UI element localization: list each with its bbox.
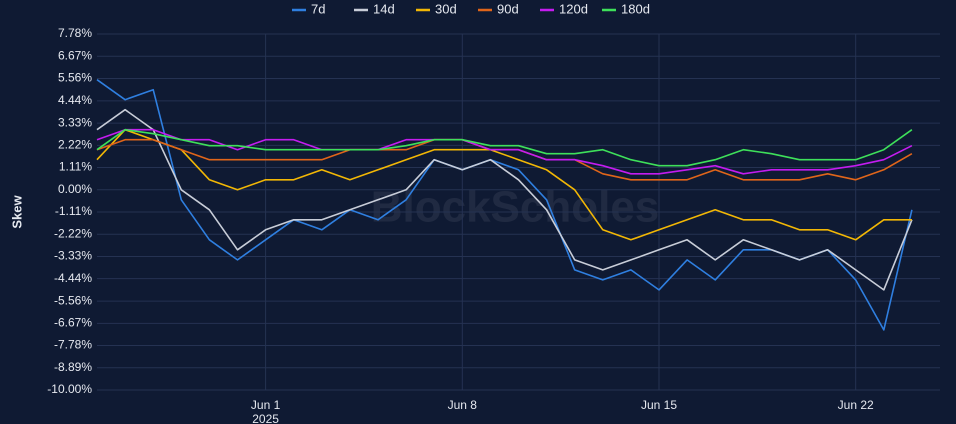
y-tick-label: -10.00% [47, 382, 92, 396]
series-line [96, 128, 912, 241]
y-tick-label: -2.22% [54, 226, 92, 240]
y-tick-label: 7.78% [58, 26, 92, 40]
legend-label: 7d [311, 1, 325, 16]
x-tick-label: Jun 15 [641, 398, 677, 412]
y-tick-label: 6.67% [58, 48, 92, 62]
legend-label: 14d [373, 1, 395, 16]
y-tick-label: 4.44% [58, 93, 92, 107]
legend-label: 90d [497, 1, 519, 16]
x-tick-label: Jun 1 [251, 398, 281, 412]
y-tick-label: -8.89% [54, 360, 92, 374]
y-tick-label: 3.33% [58, 115, 92, 129]
x-tick-label: Jun 22 [838, 398, 874, 412]
legend-label: 120d [559, 1, 588, 16]
y-tick-label: 2.22% [58, 137, 92, 151]
y-tick-label: 1.11% [59, 160, 92, 174]
y-tick-label: -4.44% [54, 271, 92, 285]
y-tick-label: 0.00% [58, 182, 92, 196]
y-tick-label: -7.78% [54, 338, 92, 352]
x-year-label: 2025 [252, 412, 279, 424]
legend-label: 30d [435, 1, 457, 16]
y-tick-label: 5.56% [58, 71, 92, 85]
y-axis-label: Skew [9, 194, 24, 228]
legend-label: 180d [621, 1, 650, 16]
y-tick-label: -6.67% [54, 315, 92, 329]
series-line [96, 108, 913, 291]
watermark: BlockScholes [371, 183, 660, 232]
y-tick-label: -3.33% [54, 249, 92, 263]
y-tick-label: -1.11% [55, 204, 92, 218]
series-line [96, 128, 913, 167]
series-line [96, 128, 913, 175]
x-tick-label: Jun 8 [448, 398, 478, 412]
y-tick-label: -5.56% [54, 293, 92, 307]
